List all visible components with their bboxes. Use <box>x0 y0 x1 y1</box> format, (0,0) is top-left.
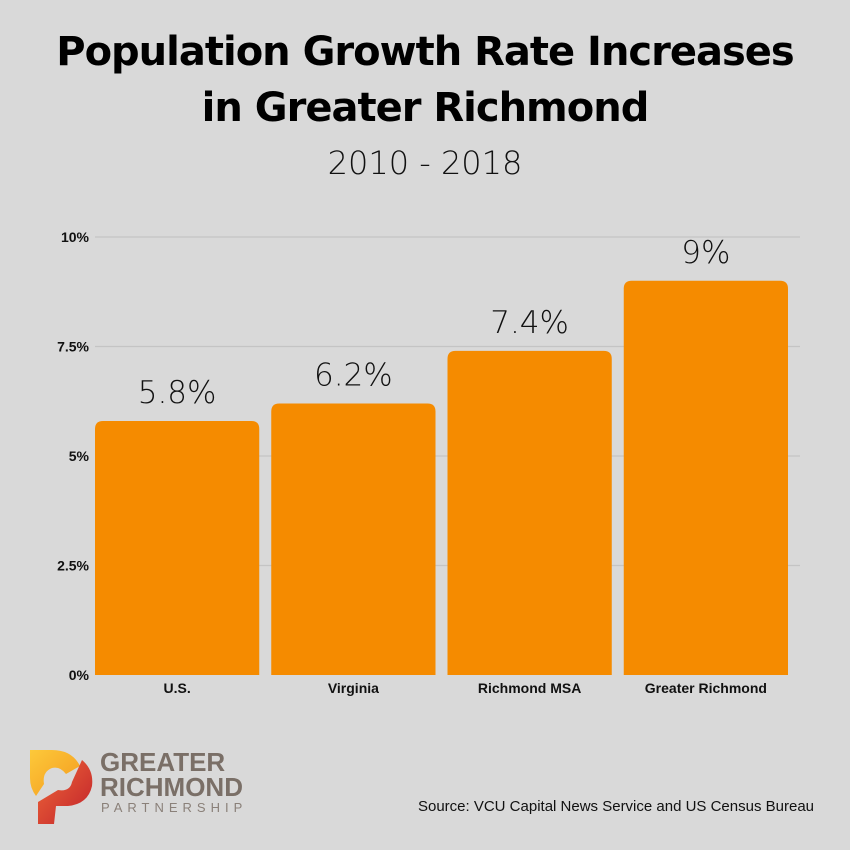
x-tick-label: Virginia <box>328 680 379 696</box>
title-line-1: Population Growth Rate Increases <box>56 29 794 75</box>
data-label: 9% <box>681 235 730 271</box>
chart-title: Population Growth Rate Increases in Grea… <box>0 24 850 136</box>
x-tick-label: Greater Richmond <box>645 680 767 696</box>
logo-line-1: GREATER <box>100 747 226 777</box>
source-note: Source: VCU Capital News Service and US … <box>417 798 814 815</box>
chart-subtitle: 2010 - 2018 <box>327 144 523 182</box>
logo-line-3: PARTNERSHIP <box>101 800 248 815</box>
y-tick-label: 10% <box>61 229 90 245</box>
x-tick-label: U.S. <box>164 680 191 696</box>
y-tick-label: 0% <box>69 667 90 683</box>
bar-u-s- <box>95 420 260 675</box>
logo-wordmark: GREATER RICHMOND <box>100 747 243 802</box>
data-label: 7.4% <box>490 305 569 341</box>
y-tick-label: 2.5% <box>57 558 89 574</box>
y-tick-label: 5% <box>69 448 90 464</box>
data-label: 6.2% <box>314 357 393 393</box>
greater-richmond-logo: GREATER RICHMOND PARTNERSHIP <box>28 748 268 828</box>
logo-line-2: RICHMOND <box>100 772 243 802</box>
title-line-2: in Greater Richmond <box>201 85 650 131</box>
y-tick-label: 7.5% <box>57 339 89 355</box>
data-label: 5.8% <box>138 375 217 411</box>
bar-virginia <box>271 403 436 675</box>
bar-richmond-msa <box>447 350 612 675</box>
bar-greater-richmond <box>623 280 788 675</box>
x-tick-label: Richmond MSA <box>478 680 581 696</box>
logo-mark-icon <box>30 750 93 824</box>
